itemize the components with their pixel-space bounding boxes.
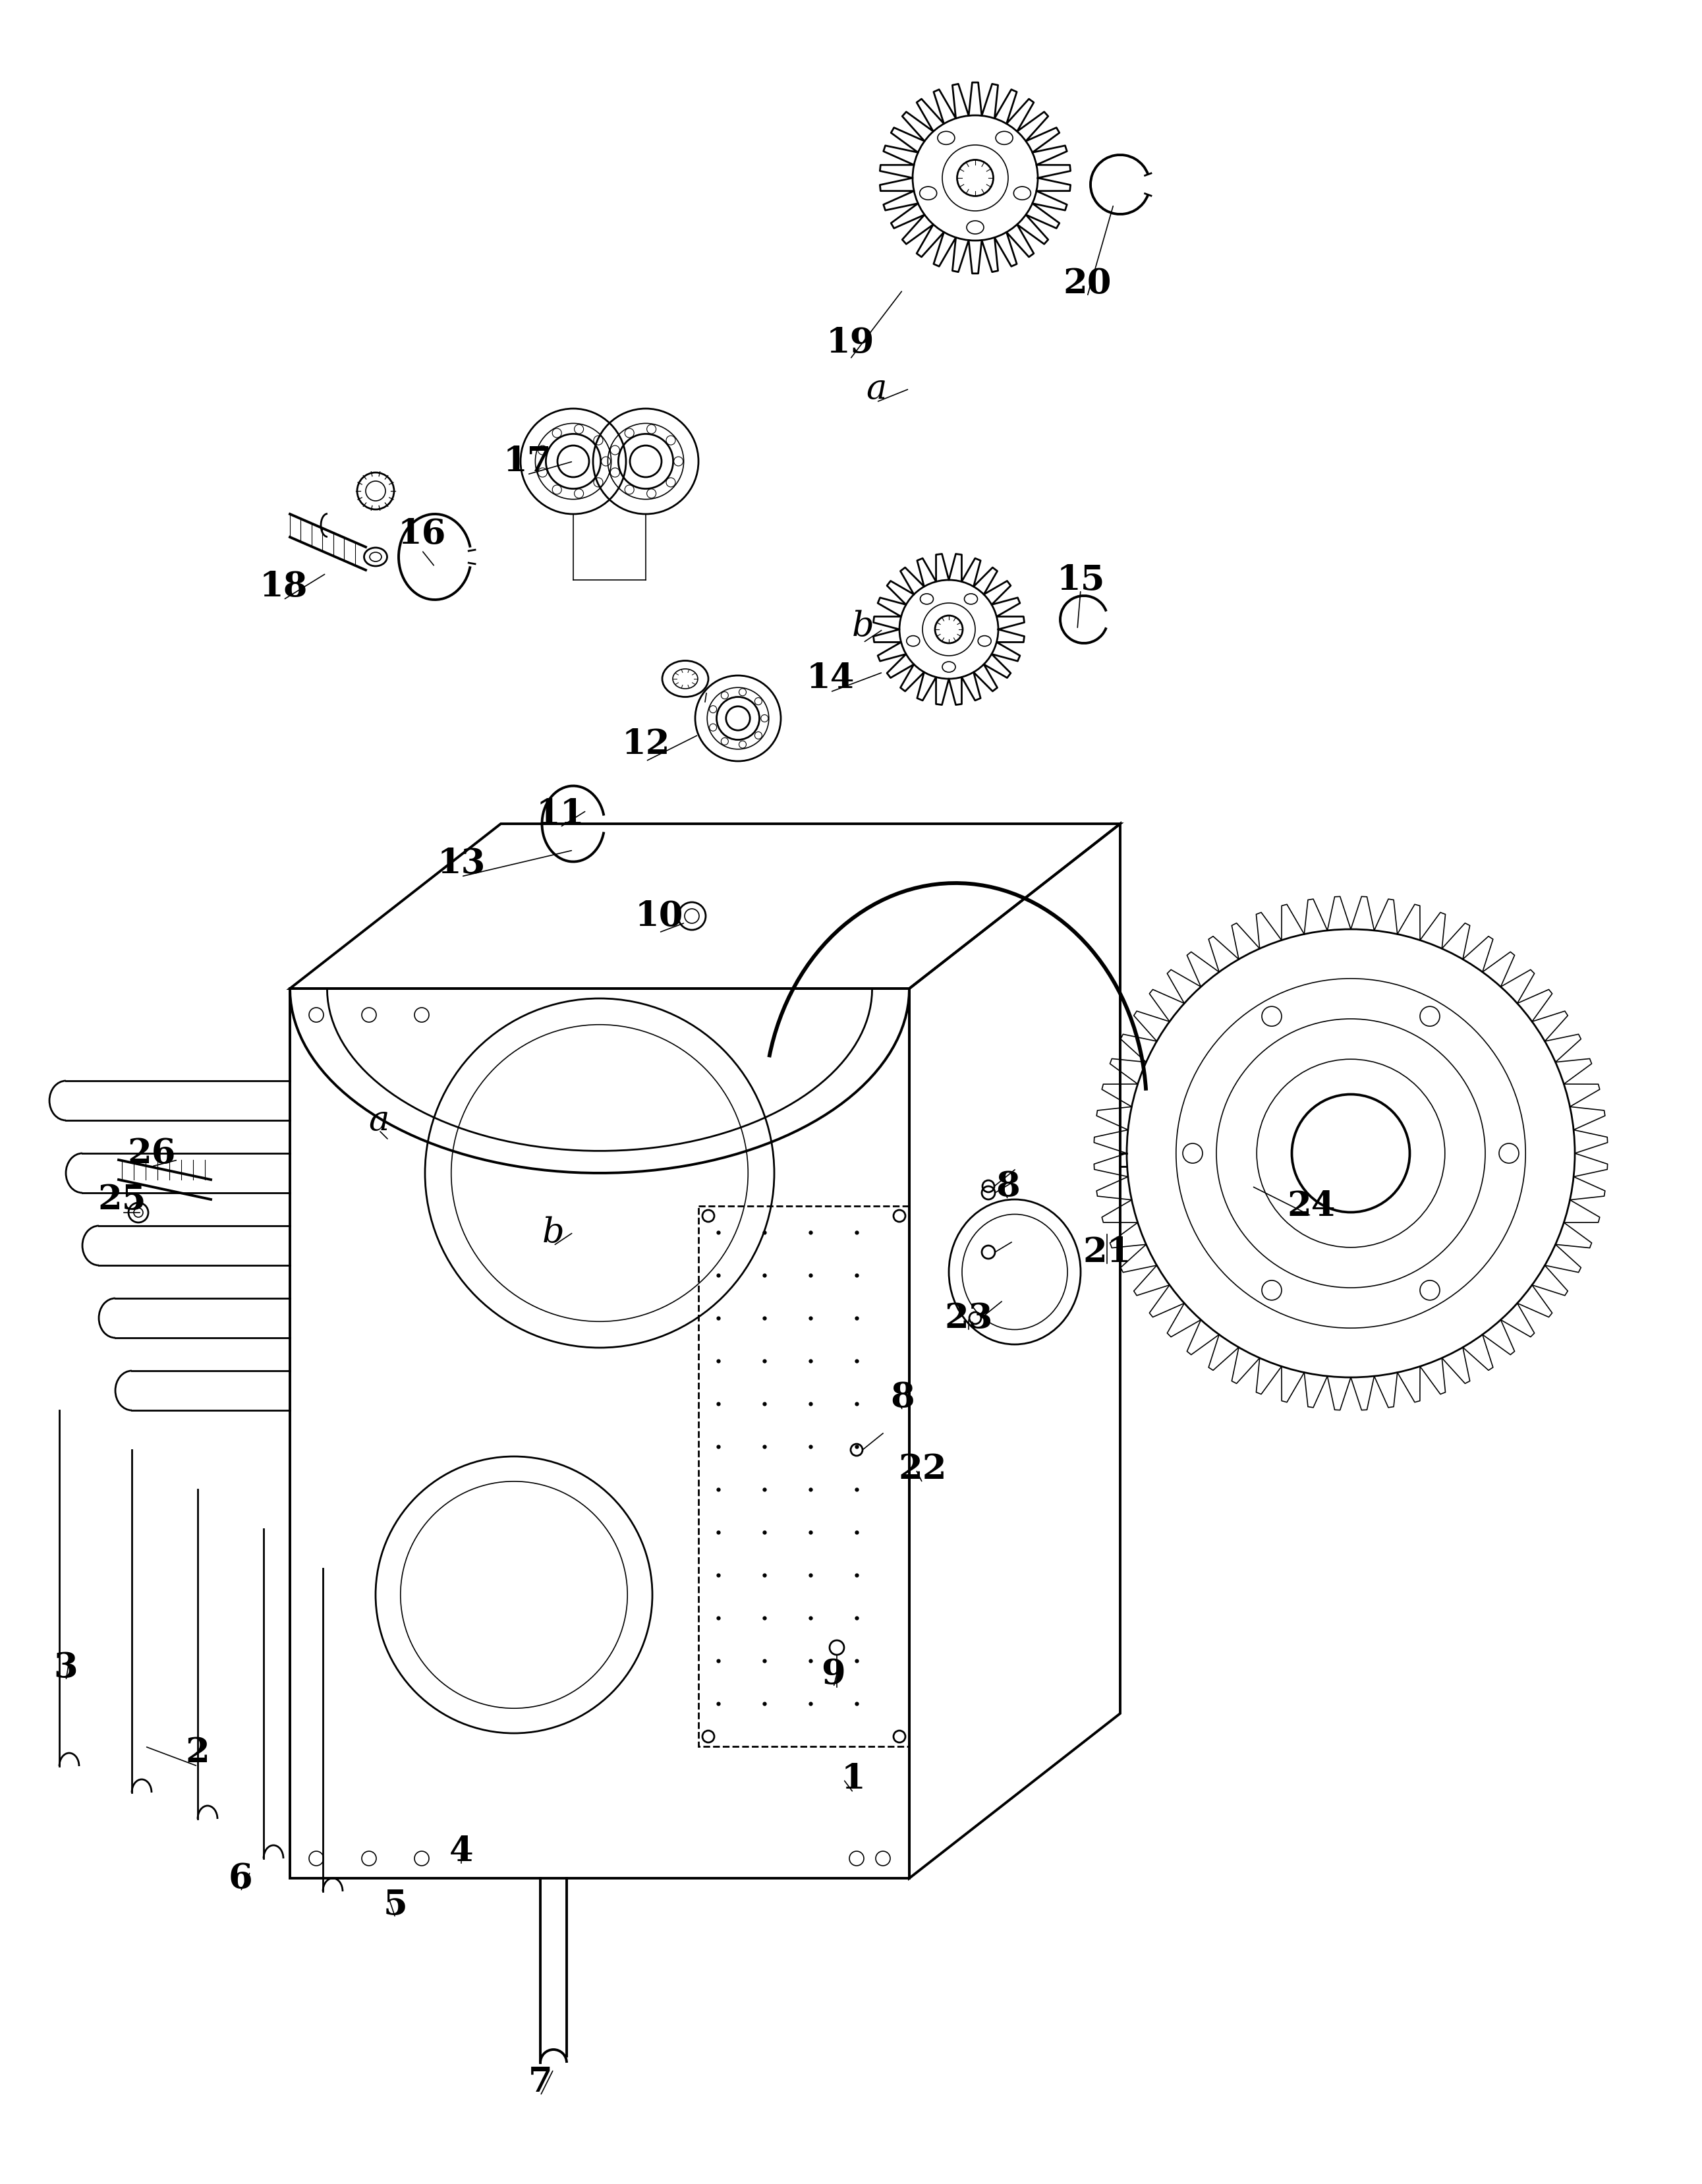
Text: 11: 11: [536, 797, 584, 830]
Text: 17: 17: [504, 446, 551, 478]
Text: 18: 18: [259, 570, 308, 603]
Text: 24: 24: [1287, 1190, 1336, 1223]
Text: a: a: [866, 371, 887, 406]
Text: 4: 4: [449, 1835, 473, 1870]
Text: 16: 16: [398, 518, 446, 550]
Text: 12: 12: [621, 727, 671, 762]
Text: b: b: [543, 1216, 565, 1249]
Text: 8: 8: [890, 1380, 916, 1413]
Text: 7: 7: [528, 2066, 553, 2099]
Text: 26: 26: [128, 1136, 175, 1171]
Text: 1: 1: [841, 1762, 865, 1795]
Text: 10: 10: [635, 900, 683, 933]
Text: a: a: [369, 1103, 390, 1138]
Text: 15: 15: [1057, 563, 1105, 596]
Text: 2: 2: [186, 1736, 209, 1769]
Text: 20: 20: [1064, 266, 1111, 299]
Text: 23: 23: [945, 1302, 992, 1334]
Text: 25: 25: [97, 1182, 146, 1216]
Text: 21: 21: [1082, 1236, 1132, 1269]
Text: 13: 13: [437, 847, 485, 880]
Text: b: b: [853, 609, 875, 642]
Text: 19: 19: [825, 325, 875, 360]
Text: 22: 22: [899, 1452, 946, 1487]
Text: 9: 9: [822, 1658, 846, 1690]
Text: 6: 6: [228, 1861, 252, 1896]
Text: 5: 5: [383, 1887, 407, 1922]
Text: 8: 8: [996, 1168, 1019, 1203]
Text: 3: 3: [54, 1651, 78, 1684]
Text: 14: 14: [807, 662, 854, 695]
